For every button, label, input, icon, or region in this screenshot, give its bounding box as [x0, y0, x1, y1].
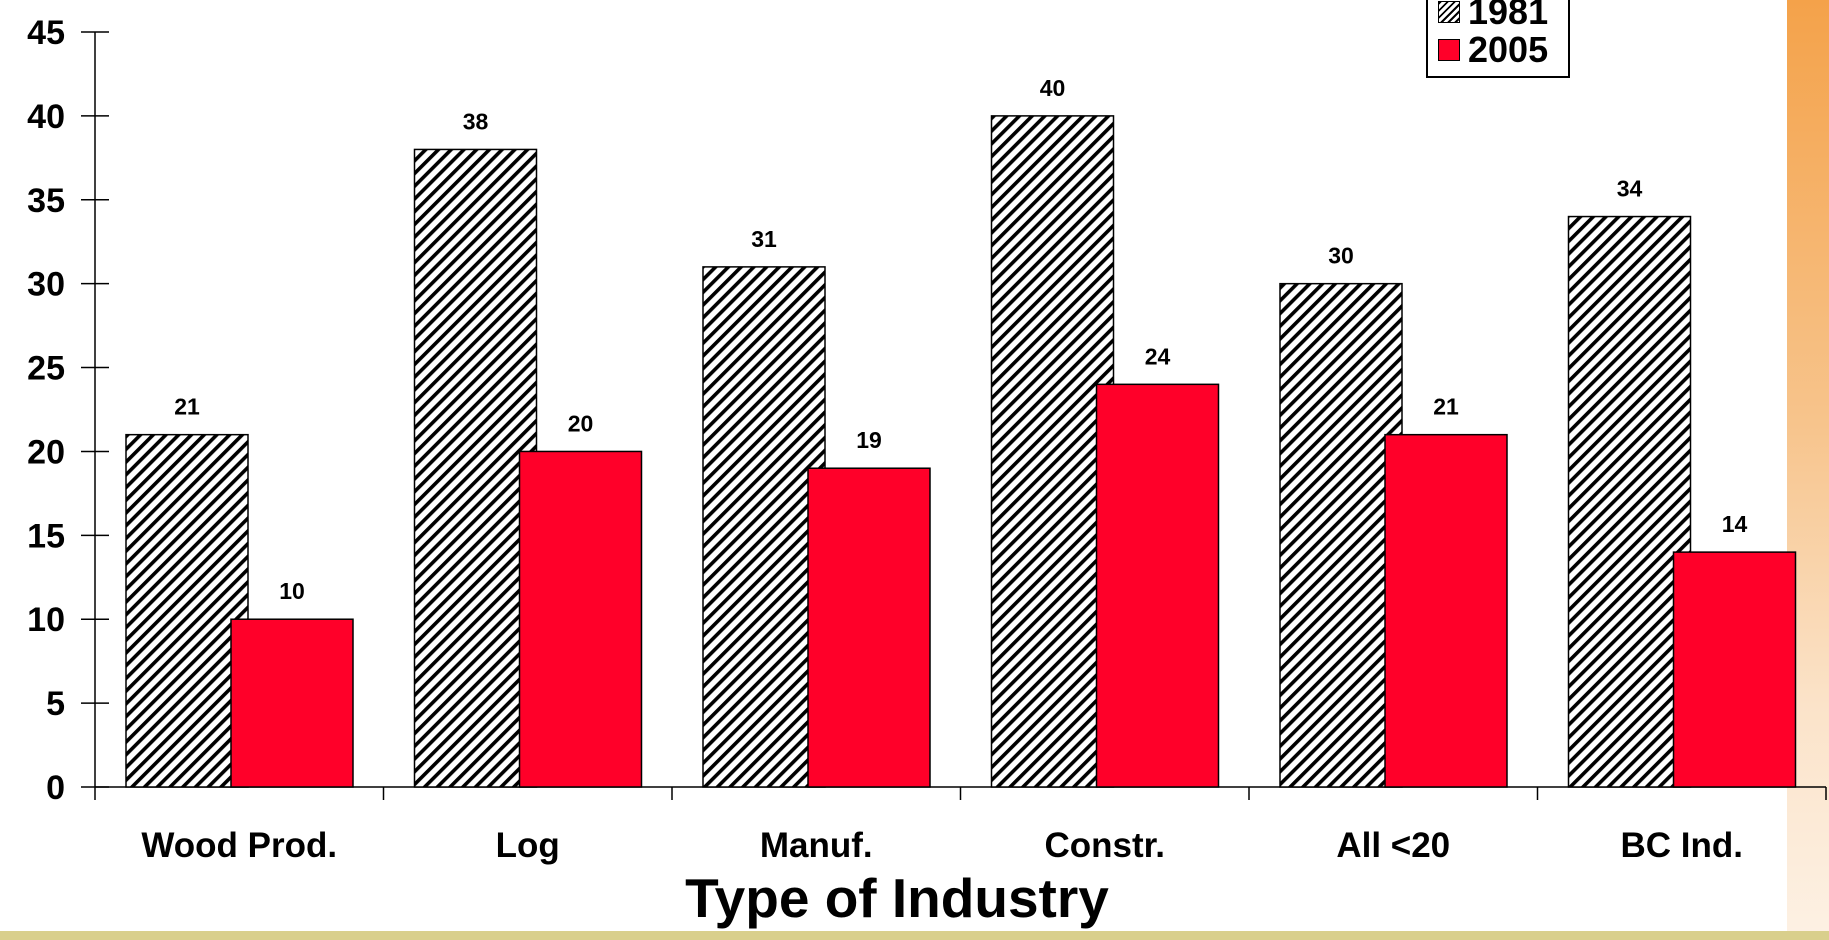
x-tick-label: Log	[496, 826, 560, 865]
data-label-2005: 21	[1433, 394, 1459, 420]
data-label-1981: 40	[1040, 75, 1066, 101]
y-tick-label: 25	[27, 350, 65, 388]
legend-item-1981: 1981	[1438, 0, 1548, 32]
y-tick-label: 35	[27, 182, 65, 220]
x-tick-label: BC Ind.	[1621, 826, 1743, 865]
data-label-1981: 38	[463, 108, 489, 134]
y-tick-label: 30	[27, 266, 65, 304]
axes: 0 5 10 15 20 25 30 35 40 45 Wood Prod. Log Manuf. Con…	[27, 14, 1827, 865]
data-label-2005: 20	[568, 410, 594, 436]
data-label-2005: 14	[1722, 511, 1748, 537]
y-tick-label: 5	[46, 685, 65, 723]
bar-2005	[1095, 383, 1220, 788]
bottom-divider-band	[0, 931, 1829, 940]
data-label-2005: 10	[279, 578, 305, 604]
y-tick-label: 20	[27, 433, 65, 471]
x-tick-label: Wood Prod.	[141, 826, 337, 865]
legend-label-2005: 2005	[1468, 29, 1549, 70]
y-tick-label: 15	[27, 517, 65, 555]
data-label-1981: 31	[751, 226, 777, 252]
bars	[125, 115, 1797, 788]
bar-1981	[125, 433, 249, 788]
bar-1981	[1279, 282, 1403, 788]
x-tick-label: Manuf.	[760, 826, 873, 865]
bar-1981	[1567, 215, 1692, 788]
data-labels: 21 38 31 40 30 34 10 20 19 24 21 14	[174, 75, 1747, 604]
bar-1981	[990, 115, 1115, 788]
x-axis-title: Type of Industry	[685, 867, 1109, 929]
bar-2005	[518, 450, 643, 788]
legend-item-2005: 2005	[1438, 29, 1549, 70]
y-tick-label: 10	[27, 601, 65, 639]
y-tick-label: 0	[46, 769, 65, 807]
legend: 1981 2005	[1426, 0, 1570, 78]
data-label-1981: 21	[174, 394, 200, 420]
bar-2005	[230, 618, 354, 788]
legend-label-1981: 1981	[1468, 0, 1549, 32]
bar-2005	[807, 467, 931, 788]
legend-swatch-1981	[1438, 1, 1460, 23]
data-label-2005: 24	[1145, 343, 1171, 369]
bar-1981	[413, 148, 538, 788]
legend-swatch-2005	[1438, 39, 1460, 61]
data-label-2005: 19	[856, 427, 882, 453]
bar-2005	[1672, 551, 1797, 788]
data-label-1981: 34	[1617, 176, 1643, 202]
bar-2005	[1384, 433, 1508, 788]
x-tick-label: Constr.	[1044, 826, 1165, 865]
data-label-1981: 30	[1328, 243, 1354, 269]
bar-1981	[702, 266, 826, 788]
y-tick-label: 45	[27, 14, 65, 52]
x-tick-label: All <20	[1336, 826, 1450, 865]
y-tick-label: 40	[27, 98, 65, 136]
